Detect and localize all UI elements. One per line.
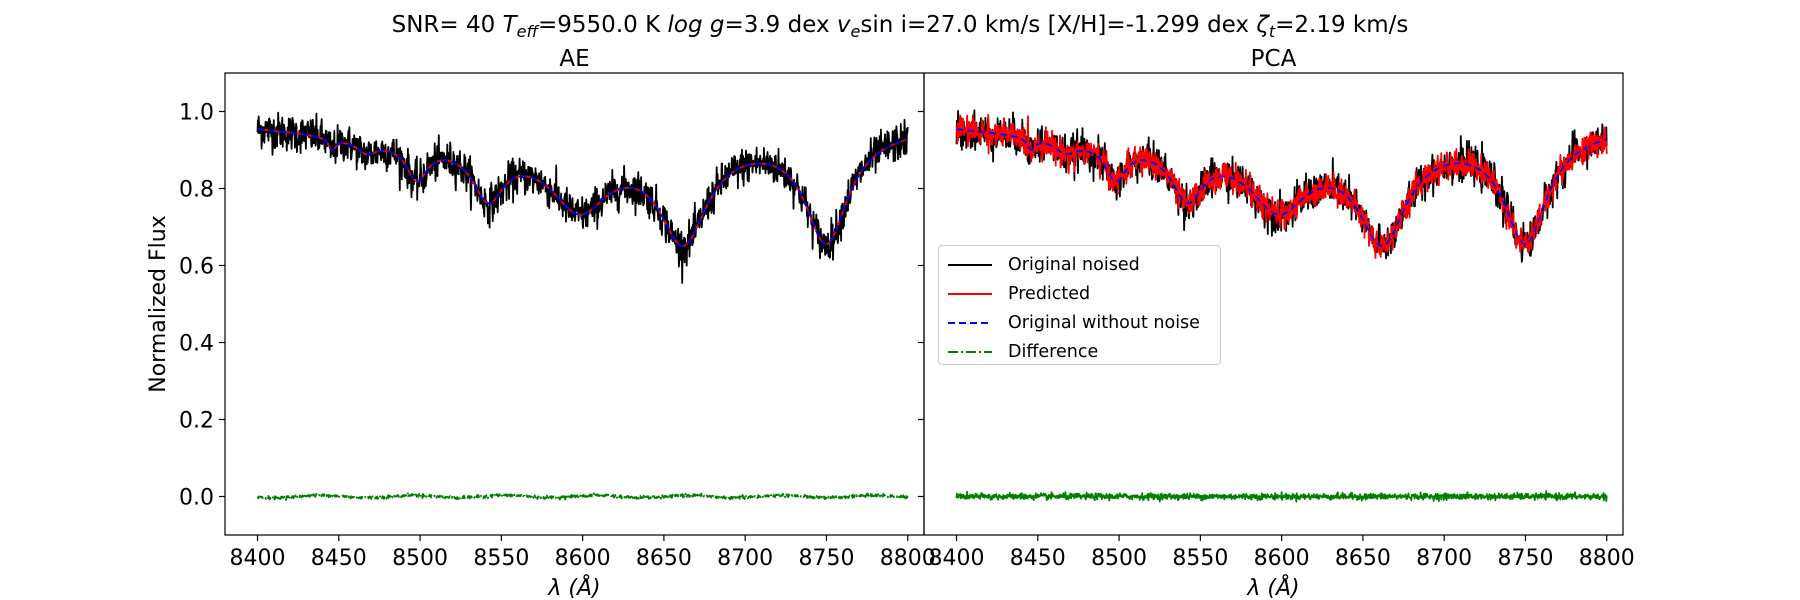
legend: Original noised Predicted Original witho… (938, 245, 1221, 365)
x-tick-label-ae-8750: 8750 (798, 546, 854, 571)
panel-pca: PCA 8400 8450 8500 8550 8600 8650 8700 8750 8800 λ… (918, 46, 1635, 600)
suptitle-teff-value: =9550.0 K (538, 12, 667, 38)
x-tick-label-pca-8800: 8800 (1579, 546, 1635, 571)
suptitle-vsini-sin: sin i (860, 12, 907, 38)
x-tick-label-pca-8750: 8750 (1497, 546, 1553, 571)
x-tick-label-pca-8450: 8450 (1010, 546, 1066, 571)
y-tick-label-ae-0.2: 0.2 (179, 409, 214, 434)
x-tick-label-ae-8450: 8450 (311, 546, 367, 571)
legend-entry-original-without-noise: Original without noise (939, 311, 1200, 335)
suptitle: SNR= 40 Teff=9550.0 K log g=3.9 dex vesi… (392, 12, 1409, 41)
legend-label-predicted: Predicted (1008, 284, 1091, 304)
x-tick-label-ae-8650: 8650 (636, 546, 692, 571)
x-tick-label-ae-8700: 8700 (717, 546, 773, 571)
panel-title-ae: AE (559, 46, 589, 72)
legend-swatch-original-noised (948, 264, 992, 266)
suptitle-zeta-subscript: t (1269, 22, 1276, 41)
y-tick-label-ae-0: 0.0 (179, 486, 214, 511)
legend-label-original-without-noise: Original without noise (1008, 313, 1200, 333)
x-tick-label-pca-8400: 8400 (929, 546, 985, 571)
legend-entry-predicted: Predicted (939, 282, 1090, 306)
suptitle-logg-symbol: log g (667, 12, 724, 38)
suptitle-logg-value: =3.9 dex (724, 12, 836, 38)
y-tick-label-ae-0.8: 0.8 (179, 178, 214, 203)
axes-frame-pca (923, 72, 1624, 536)
x-tick-label-ae-8500: 8500 (392, 546, 448, 571)
series-difference-ae (256, 492, 909, 501)
x-tick-label-ae-8600: 8600 (555, 546, 611, 571)
suptitle-teff-symbol: T (503, 12, 519, 38)
suptitle-zeta-value: =2.19 km/s (1275, 12, 1408, 38)
series-original-noised-ae (256, 111, 909, 284)
suptitle-vsini-symbol: v (837, 12, 851, 38)
legend-label-original-noised: Original noised (1008, 255, 1140, 275)
legend-entry-original-noised: Original noised (939, 253, 1140, 277)
x-tick-label-pca-8600: 8600 (1254, 546, 1310, 571)
legend-swatch-difference (948, 351, 992, 353)
series-original-without-noise-ae (257, 128, 909, 247)
series-original-noised-pca (955, 109, 1608, 263)
x-tick-label-pca-8650: 8650 (1335, 546, 1391, 571)
x-tick-label-pca-8700: 8700 (1416, 546, 1472, 571)
legend-swatch-original-without-noise (948, 322, 992, 324)
legend-label-difference: Difference (1008, 342, 1099, 362)
panel-ae: AE 8400 8450 8500 8550 8600 8650 8700 8750 8800 0.… (146, 46, 936, 600)
suptitle-vsini-value: =27.0 km/s [X/H]=-1.299 dex (907, 12, 1256, 38)
y-tick-label-ae-0.6: 0.6 (179, 255, 214, 280)
y-axis-label: Normalized Flux (146, 215, 171, 392)
y-tick-label-ae-1: 1.0 (179, 101, 214, 126)
legend-entry-difference: Difference (939, 340, 1098, 364)
suptitle-zeta-symbol: ζ (1255, 12, 1270, 38)
suptitle-teff-subscript: eff (517, 22, 541, 41)
x-tick-label-ae-8400: 8400 (230, 546, 286, 571)
x-tick-label-pca-8500: 8500 (1091, 546, 1147, 571)
series-difference-pca (955, 490, 1608, 503)
y-tick-label-ae-0.4: 0.4 (179, 332, 214, 357)
x-tick-label-ae-8800: 8800 (880, 546, 936, 571)
x-tick-label-ae-8550: 8550 (473, 546, 529, 571)
panel-title-pca: PCA (1251, 46, 1297, 72)
series-original-without-noise-pca (956, 128, 1608, 247)
legend-swatch-predicted (948, 293, 992, 295)
suptitle-snr: SNR= 40 (392, 12, 503, 38)
suptitle-vsini-subscript: e (851, 22, 861, 41)
x-axis-label-pca: λ (Å) (1246, 574, 1299, 600)
x-tick-label-pca-8550: 8550 (1172, 546, 1228, 571)
x-axis-label-ae: λ (Å) (547, 574, 600, 600)
